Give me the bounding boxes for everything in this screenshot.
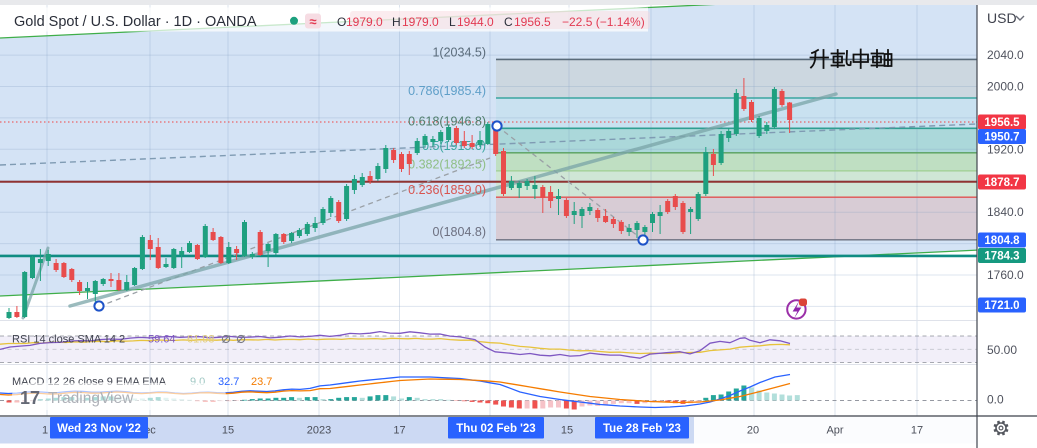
svg-text:1950.7: 1950.7 <box>984 132 1019 144</box>
svg-text:TradingView: TradingView <box>48 390 134 407</box>
svg-text:1804.8: 1804.8 <box>984 235 1020 247</box>
svg-text:1878.7: 1878.7 <box>984 177 1019 189</box>
svg-text:Tue 28 Feb '23: Tue 28 Feb '23 <box>603 423 681 435</box>
svg-text:1784.3: 1784.3 <box>984 251 1019 263</box>
svg-text:17: 17 <box>20 388 40 408</box>
svg-text:O: O <box>337 15 346 29</box>
svg-text:1956.5: 1956.5 <box>514 15 551 29</box>
svg-text:0(1804.8): 0(1804.8) <box>432 225 486 239</box>
svg-text:32.7: 32.7 <box>218 376 239 388</box>
svg-text:1760.0: 1760.0 <box>987 268 1024 282</box>
svg-text:0.0: 0.0 <box>987 392 1004 406</box>
svg-text:1: 1 <box>42 425 48 437</box>
svg-text:0.382(1892.5): 0.382(1892.5) <box>408 157 486 171</box>
svg-text:≈: ≈ <box>309 14 316 29</box>
svg-text:−22.5 (−1.14%): −22.5 (−1.14%) <box>562 15 645 29</box>
svg-text:23.7: 23.7 <box>251 376 272 388</box>
svg-text:H: H <box>392 15 401 29</box>
svg-text:1(2034.5): 1(2034.5) <box>432 45 486 59</box>
svg-text:2023: 2023 <box>307 425 331 437</box>
svg-text:1979.0: 1979.0 <box>346 15 383 29</box>
svg-text:50.00: 50.00 <box>987 343 1017 357</box>
svg-text:1979.0: 1979.0 <box>402 15 439 29</box>
svg-text:20: 20 <box>747 425 759 437</box>
svg-text:0.618(1946.8): 0.618(1946.8) <box>408 114 486 128</box>
svg-text:1956.5: 1956.5 <box>984 117 1020 129</box>
svg-text:Thu 02 Feb '23: Thu 02 Feb '23 <box>456 423 535 435</box>
svg-text:17: 17 <box>911 425 923 437</box>
svg-text:15: 15 <box>222 425 234 437</box>
svg-text:1840.0: 1840.0 <box>987 205 1024 219</box>
svg-text:0.5(1915.6): 0.5(1915.6) <box>422 139 486 153</box>
svg-text:1944.0: 1944.0 <box>457 15 494 29</box>
svg-text:1721.0: 1721.0 <box>984 300 1019 312</box>
svg-text:15: 15 <box>561 425 573 437</box>
svg-text:C: C <box>504 15 513 29</box>
svg-text:RSI 14 close SMA 14 2: RSI 14 close SMA 14 2 <box>12 334 125 346</box>
svg-text:Apr: Apr <box>826 425 843 437</box>
svg-text:59.64: 59.64 <box>148 334 176 346</box>
svg-text:L: L <box>449 15 456 29</box>
svg-text:USD: USD <box>987 10 1017 26</box>
svg-text:Wed 23 Nov '22: Wed 23 Nov '22 <box>57 423 141 435</box>
svg-text:Gold Spot / U.S. Dollar · 1D ·: Gold Spot / U.S. Dollar · 1D · OANDA <box>14 14 257 30</box>
svg-text:2000.0: 2000.0 <box>987 80 1024 94</box>
svg-text:2040.0: 2040.0 <box>987 48 1024 62</box>
svg-text:1920.0: 1920.0 <box>987 142 1024 156</box>
svg-text:61.98: 61.98 <box>187 334 215 346</box>
svg-text:0.236(1859.0): 0.236(1859.0) <box>408 183 486 197</box>
svg-text:17: 17 <box>393 425 405 437</box>
svg-text:0.786(1985.4): 0.786(1985.4) <box>408 84 486 98</box>
